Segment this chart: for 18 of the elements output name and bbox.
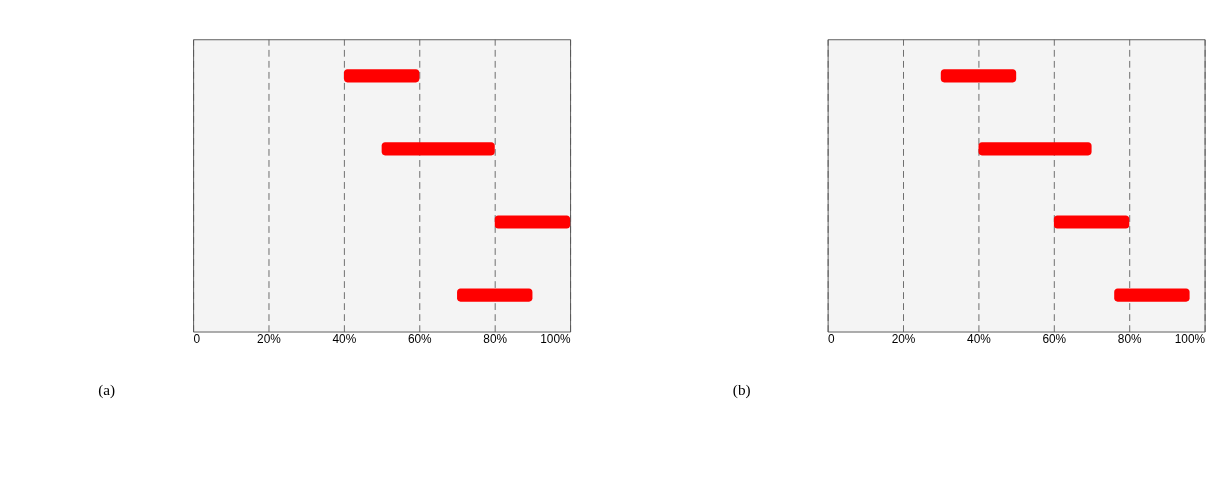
x-tick-label: 80%: [483, 332, 508, 347]
x-tick-label: 60%: [1042, 332, 1067, 347]
x-tick-label: 40%: [967, 332, 992, 347]
text: (b): [732, 381, 751, 400]
x-tick-label: 40%: [332, 332, 357, 347]
x-tick-label: 100%: [540, 332, 572, 347]
bar: [978, 142, 1092, 156]
x-tick-label: 60%: [407, 332, 433, 347]
x-tick-label: 0: [828, 332, 836, 347]
bar: [940, 69, 1017, 83]
x-tick-label: 80%: [1117, 332, 1143, 347]
x-tick-label: 0: [193, 332, 201, 347]
bar: [1053, 215, 1130, 229]
text: (a): [98, 381, 116, 400]
x-tick-label: 20%: [257, 332, 282, 347]
x-tick-label: 100%: [1174, 332, 1206, 347]
bar: [1114, 288, 1190, 302]
x-tick-label: 20%: [891, 332, 916, 347]
